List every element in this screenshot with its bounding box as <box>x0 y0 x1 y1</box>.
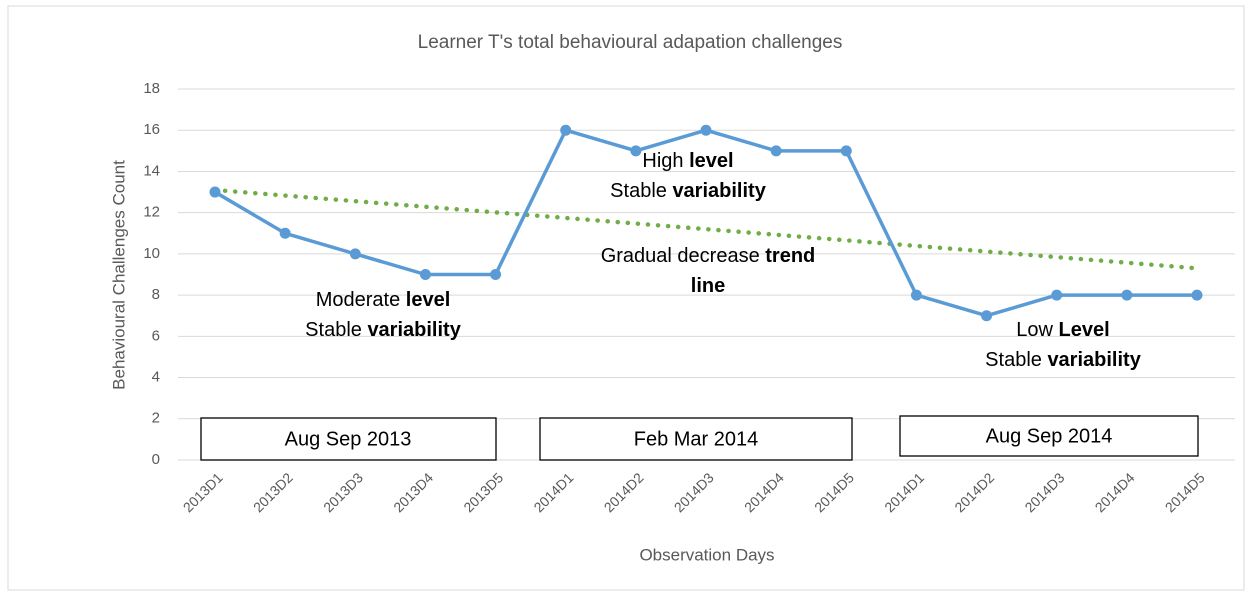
period-box: Aug Sep 2014 <box>899 415 1199 457</box>
data-point <box>1121 289 1133 301</box>
data-point <box>700 124 712 136</box>
annotation: Stable variability <box>610 180 767 202</box>
data-point <box>349 248 361 260</box>
y-tick-label: 0 <box>152 451 160 468</box>
annotation: line <box>691 275 725 297</box>
y-tick-label: 4 <box>152 369 160 386</box>
annotation-part: High <box>642 150 689 172</box>
chart-title: Learner T's total behavioural adapation … <box>418 32 843 53</box>
y-tick-label: 14 <box>143 162 160 179</box>
y-tick-label: 18 <box>143 80 160 97</box>
annotation: Low Level <box>1016 319 1109 341</box>
y-tick-label: 8 <box>152 286 160 303</box>
period-label: Feb Mar 2014 <box>634 428 759 450</box>
annotation-part: trend <box>765 245 815 267</box>
y-tick-label: 10 <box>143 245 160 262</box>
data-point <box>910 289 922 301</box>
data-point <box>279 227 291 239</box>
annotation-part: line <box>691 275 725 297</box>
period-box: Aug Sep 2013 <box>200 417 497 461</box>
annotation: Gradual decrease trend <box>601 245 816 267</box>
data-point <box>981 310 993 322</box>
annotation-part: Level <box>1059 319 1110 341</box>
data-point <box>1051 289 1063 301</box>
annotation-part: level <box>406 289 450 311</box>
y-tick-label: 6 <box>152 327 160 344</box>
data-point <box>209 186 221 198</box>
annotation-part: Low <box>1016 319 1058 341</box>
data-point <box>490 269 502 280</box>
x-axis-title: Observation Days <box>639 545 774 564</box>
y-tick-label: 2 <box>152 410 160 427</box>
data-point <box>630 145 642 157</box>
annotation-part: variability <box>672 180 766 202</box>
data-point <box>419 269 431 280</box>
annotation: Stable variability <box>985 349 1142 371</box>
annotation-part: variability <box>367 319 461 341</box>
annotation-part: Stable <box>305 319 367 341</box>
annotation-part: Moderate <box>316 289 406 311</box>
period-label: Aug Sep 2013 <box>285 428 412 450</box>
annotation: High level <box>642 150 733 172</box>
y-axis-title: Behavioural Challenges Count <box>109 160 128 390</box>
data-point <box>560 124 572 136</box>
data-point <box>770 145 782 157</box>
annotation-part: variability <box>1047 349 1141 371</box>
y-tick-label: 16 <box>143 121 160 138</box>
period-label: Aug Sep 2014 <box>986 425 1113 447</box>
annotation: Moderate level <box>316 289 451 311</box>
chart-border <box>7 5 1245 591</box>
annotation-part: Stable <box>610 180 672 202</box>
y-tick-label: 12 <box>143 204 160 221</box>
data-point <box>840 145 852 157</box>
data-point <box>1191 289 1203 301</box>
period-box: Feb Mar 2014 <box>539 417 853 461</box>
annotation-part: Gradual decrease <box>601 245 766 267</box>
annotation-part: Stable <box>985 349 1047 371</box>
annotation-part: level <box>689 150 733 172</box>
annotation: Stable variability <box>305 319 462 341</box>
